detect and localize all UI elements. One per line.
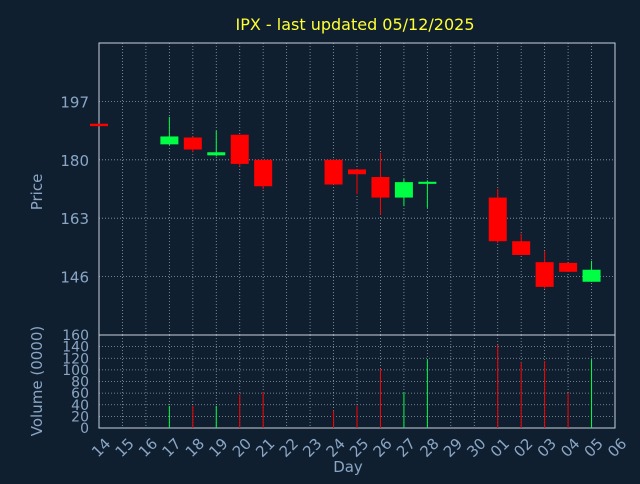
candle-body xyxy=(371,176,390,198)
volume-tick-label: 40 xyxy=(71,398,89,414)
volume-tick-label: 140 xyxy=(62,340,89,356)
x-tick-label: 28 xyxy=(416,435,442,461)
volume-axis-label: Volume (0000) xyxy=(28,326,46,436)
x-tick-label: 23 xyxy=(299,435,325,461)
x-tick-label: 29 xyxy=(440,435,466,461)
volume-tick-label: 100 xyxy=(62,363,89,379)
x-tick-label: 02 xyxy=(510,435,536,461)
candle-body xyxy=(160,136,179,145)
price-tick-label: 163 xyxy=(60,210,89,228)
x-tick-label: 22 xyxy=(276,435,302,461)
candle-body xyxy=(207,152,226,156)
grid-lines xyxy=(99,43,615,428)
price-tick-label: 146 xyxy=(60,269,89,287)
x-tick-label: 26 xyxy=(370,435,396,461)
x-axis-label: Day xyxy=(333,458,363,476)
x-tick-label: 14 xyxy=(88,435,114,461)
x-tick-label: 15 xyxy=(112,435,138,461)
x-tick-label: 18 xyxy=(182,435,208,461)
x-tick-label: 19 xyxy=(205,435,231,461)
x-tick-label: 30 xyxy=(463,435,489,461)
price-axis-label: Price xyxy=(28,174,46,211)
x-tick-label: 03 xyxy=(534,435,560,461)
volume-tick-label: 0 xyxy=(80,421,89,437)
x-tick-label: 16 xyxy=(135,435,161,461)
candle-body xyxy=(512,241,531,255)
candle-body xyxy=(348,169,366,175)
x-tick-label: 25 xyxy=(346,435,372,461)
x-tick-label: 20 xyxy=(229,435,255,461)
volume-tick-label: 20 xyxy=(71,409,89,425)
candle-body xyxy=(394,182,413,198)
x-tick-label: 21 xyxy=(252,435,278,461)
price-series xyxy=(90,116,601,289)
x-tick-label: 27 xyxy=(393,435,419,461)
candle-body xyxy=(488,197,507,242)
x-tick-label: 04 xyxy=(557,435,583,461)
price-tick-label: 197 xyxy=(60,93,89,111)
volume-tick-label: 80 xyxy=(71,375,89,391)
volume-tick-label: 60 xyxy=(71,386,89,402)
candle-body xyxy=(230,134,249,164)
volume-tick-label: 160 xyxy=(62,328,89,344)
x-tick-label: 24 xyxy=(323,435,349,461)
candle-body xyxy=(418,181,437,184)
x-tick-labels: 1415161718192021222324252627282930010203… xyxy=(88,435,630,461)
x-tick-label: 17 xyxy=(158,435,184,461)
candle-body xyxy=(582,269,601,282)
volume-series xyxy=(168,344,593,428)
chart-title: IPX - last updated 05/12/2025 xyxy=(235,15,474,34)
x-tick-label: 05 xyxy=(581,435,607,461)
x-tick-label: 01 xyxy=(487,435,513,461)
price-tick-label: 180 xyxy=(60,152,89,170)
candle-body xyxy=(254,159,273,187)
candle-body xyxy=(90,123,108,127)
candle-body xyxy=(535,262,554,287)
candle-body xyxy=(559,262,578,272)
volume-tick-label: 120 xyxy=(62,351,89,367)
x-tick-label: 06 xyxy=(604,435,630,461)
candle-body xyxy=(183,137,202,150)
candle-body xyxy=(324,159,343,185)
